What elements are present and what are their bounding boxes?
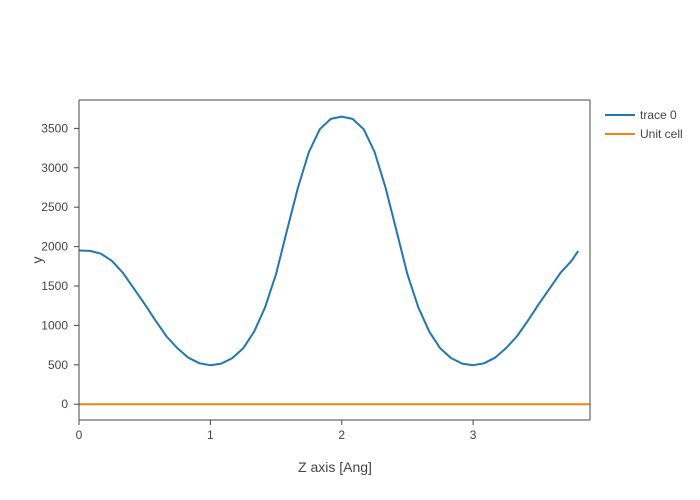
plot-background xyxy=(79,100,590,420)
y-tick-label: 3000 xyxy=(41,161,68,175)
y-tick-label: 1000 xyxy=(41,318,68,332)
legend-item-1[interactable]: Unit cell xyxy=(605,127,683,141)
y-ticks: 0 500 1000 1500 2000 2500 3000 3500 xyxy=(41,121,79,411)
series-line-0 xyxy=(78,115,580,367)
x-ticks: 0 1 2 3 xyxy=(76,420,477,442)
legend-item-0[interactable]: trace 0 xyxy=(605,108,677,122)
y-tick-label: 2500 xyxy=(41,200,68,214)
series-layer xyxy=(78,115,590,406)
x-tick-label: 3 xyxy=(470,428,477,442)
x-axis-title: Z axis [Ang] xyxy=(298,459,372,475)
x-tick-label: 0 xyxy=(76,428,83,442)
legend-label: Unit cell xyxy=(640,127,683,141)
y-tick-label: 0 xyxy=(61,397,68,411)
legend[interactable]: trace 0 Unit cell xyxy=(605,108,683,141)
y-tick-label: 2000 xyxy=(41,240,68,254)
x-tick-label: 1 xyxy=(207,428,214,442)
y-tick-label: 3500 xyxy=(41,121,68,135)
y-tick-label: 500 xyxy=(48,358,68,372)
y-tick-label: 1500 xyxy=(41,279,68,293)
y-axis-title: y xyxy=(29,257,45,264)
x-tick-label: 2 xyxy=(338,428,345,442)
legend-label: trace 0 xyxy=(640,108,677,122)
